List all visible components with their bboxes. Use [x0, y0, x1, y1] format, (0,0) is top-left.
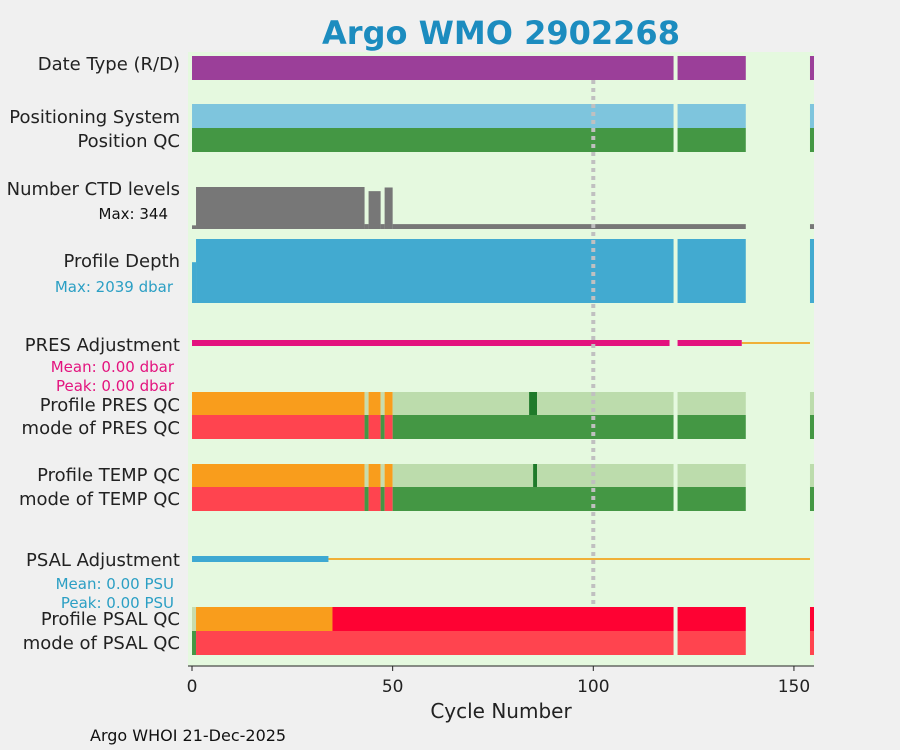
mode-temp-qc-segment — [677, 487, 746, 511]
psal-adjustment-peak-label: Peak: 0.00 PSU — [61, 594, 174, 612]
profile-temp-qc-label: Profile TEMP QC — [37, 465, 180, 486]
ctd-levels-bar — [196, 187, 365, 229]
mode-pres-qc-segment — [364, 415, 369, 439]
profile-psal-qc-segment — [677, 607, 746, 631]
mode-psal-qc-segment — [192, 631, 197, 655]
ctd-levels-max-label: Max: 344 — [99, 205, 168, 223]
ctd-levels-label: Number CTD levels — [7, 179, 180, 200]
date-type-segment — [677, 56, 746, 80]
date-type-segment — [809, 56, 814, 80]
pres-adjustment-label: PRES Adjustment — [25, 335, 180, 356]
profile-temp-qc-segment — [364, 464, 369, 487]
positioning-system-segment — [677, 104, 746, 128]
mode-temp-qc-segment — [192, 487, 365, 511]
ctd-levels-bar — [364, 224, 369, 229]
x-tick-label: 0 — [187, 677, 198, 697]
mode-psal-qc-segment — [677, 631, 746, 655]
ctd-levels-bar — [392, 224, 746, 229]
profile-pres-qc-segment — [192, 392, 365, 415]
date-type-label: Date Type (R/D) — [38, 54, 180, 75]
profile-pres-qc-segment — [380, 392, 385, 415]
profile-temp-qc-segment — [380, 464, 385, 487]
profile-temp-qc-segment — [533, 464, 538, 487]
profile-depth-bar — [192, 262, 197, 303]
position-qc-label: Position QC — [77, 131, 180, 152]
pres-adjustment-peak-label: Peak: 0.00 dbar — [56, 377, 175, 395]
profile-pres-qc-segment — [384, 392, 393, 415]
mode-psal-qc-segment — [196, 631, 674, 655]
x-tick-label: 50 — [382, 677, 404, 697]
profile-psal-qc-label: Profile PSAL QC — [41, 609, 180, 630]
profile-temp-qc-segment — [677, 464, 746, 487]
ctd-levels-bar — [384, 187, 393, 229]
mode-temp-qc-segment — [809, 487, 814, 511]
profile-pres-qc-segment — [677, 392, 746, 415]
profile-temp-qc-segment — [392, 464, 534, 487]
profile-pres-qc-segment — [529, 392, 538, 415]
mode-pres-qc-label: mode of PRES QC — [22, 418, 180, 439]
position-qc-segment — [677, 128, 746, 152]
profile-temp-qc-segment — [809, 464, 814, 487]
mode-psal-qc-label: mode of PSAL QC — [23, 633, 180, 654]
ctd-levels-bar — [368, 191, 381, 229]
mode-pres-qc-segment — [392, 415, 674, 439]
ctd-levels-bar — [192, 225, 197, 229]
profile-depth-max-label: Max: 2039 dbar — [55, 278, 174, 296]
profile-psal-qc-segment — [192, 607, 197, 631]
profile-temp-qc-segment — [537, 464, 674, 487]
mode-pres-qc-segment — [192, 415, 365, 439]
profile-pres-qc-segment — [809, 392, 814, 415]
footer-credit: Argo WHOI 21-Dec-2025 — [90, 726, 286, 745]
mode-pres-qc-segment — [809, 415, 814, 439]
profile-depth-bar — [809, 239, 814, 303]
profile-psal-qc-segment — [196, 607, 333, 631]
profile-psal-qc-segment — [332, 607, 674, 631]
mode-temp-qc-segment — [364, 487, 369, 511]
positioning-system-segment — [192, 104, 674, 128]
plot-area — [188, 52, 814, 666]
profile-depth-bar — [196, 239, 674, 303]
psal-adjustment-mean-label: Mean: 0.00 PSU — [56, 575, 174, 593]
x-axis-label: Cycle Number — [430, 699, 572, 723]
chart-title: Argo WMO 2902268 — [322, 14, 680, 52]
x-tick-label: 150 — [778, 677, 810, 697]
date-type-segment — [192, 56, 674, 80]
psal-adjustment-label: PSAL Adjustment — [26, 550, 180, 571]
profile-temp-qc-segment — [368, 464, 381, 487]
mode-temp-qc-segment — [380, 487, 385, 511]
position-qc-segment — [192, 128, 674, 152]
positioning-system-segment — [809, 104, 814, 128]
pres-adjustment-mean-label: Mean: 0.00 dbar — [51, 358, 175, 376]
positioning-system-label: Positioning System — [9, 107, 180, 128]
ctd-levels-bar — [809, 224, 814, 229]
profile-psal-qc-segment — [809, 607, 814, 631]
mode-temp-qc-segment — [392, 487, 674, 511]
mode-pres-qc-segment — [380, 415, 385, 439]
mode-pres-qc-segment — [677, 415, 746, 439]
profile-temp-qc-segment — [384, 464, 393, 487]
ctd-levels-bar — [380, 224, 385, 229]
mode-pres-qc-segment — [368, 415, 381, 439]
profile-depth-bar — [677, 239, 746, 303]
mode-temp-qc-segment — [368, 487, 381, 511]
mode-pres-qc-segment — [384, 415, 393, 439]
position-qc-segment — [809, 128, 814, 152]
mode-psal-qc-segment — [809, 631, 814, 655]
profile-pres-qc-segment — [368, 392, 381, 415]
profile-pres-qc-segment — [364, 392, 369, 415]
profile-pres-qc-segment — [392, 392, 530, 415]
mode-temp-qc-segment — [384, 487, 393, 511]
x-axis: 0 50 100 150 — [187, 665, 814, 697]
x-tick-label: 100 — [577, 677, 609, 697]
profile-pres-qc-segment — [537, 392, 674, 415]
mode-temp-qc-label: mode of TEMP QC — [19, 489, 180, 510]
profile-pres-qc-label: Profile PRES QC — [40, 395, 180, 416]
profile-temp-qc-segment — [192, 464, 365, 487]
profile-depth-label: Profile Depth — [63, 251, 180, 272]
